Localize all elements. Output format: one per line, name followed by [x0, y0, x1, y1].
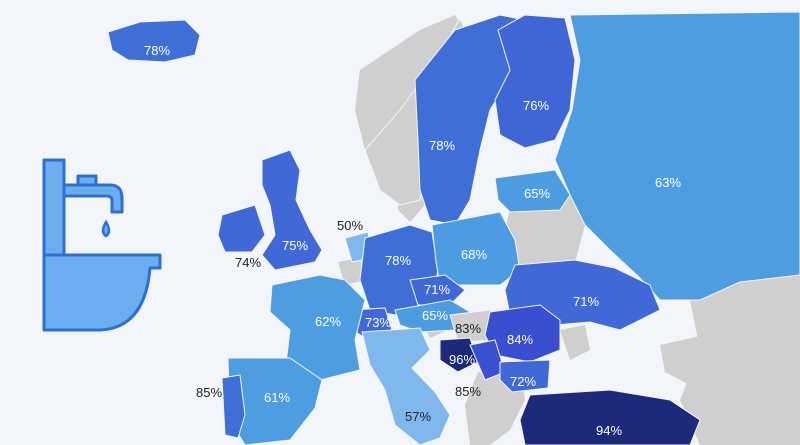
label-ukraine: 71%: [573, 294, 599, 309]
region-finland: [494, 14, 576, 149]
label-poland: 68%: [461, 247, 487, 262]
label-serbia: 85%: [455, 384, 481, 399]
label-ireland: 74%: [235, 255, 261, 270]
label-finland: 76%: [523, 98, 549, 113]
no-data-land-moldova-area: [560, 325, 590, 360]
label-sweden: 78%: [429, 138, 455, 153]
region-portugal: [221, 374, 246, 439]
label-russia: 63%: [655, 175, 681, 190]
label-uk: 75%: [282, 238, 308, 253]
label-bulgaria: 72%: [510, 374, 536, 389]
label-hungary: 83%: [455, 321, 481, 336]
region-czechia: [409, 274, 466, 306]
region-france: [269, 274, 366, 381]
label-spain: 61%: [264, 390, 290, 405]
label-baltics: 65%: [524, 186, 550, 201]
region-romania: [484, 304, 561, 363]
region-baltics: [494, 169, 571, 213]
region-iceland: [107, 19, 201, 63]
label-germany: 78%: [385, 253, 411, 268]
no-data-land-belarus: [505, 195, 585, 265]
label-italy: 57%: [405, 409, 431, 424]
region-turkey: [519, 389, 701, 445]
label-turkey: 94%: [596, 423, 622, 438]
label-czechia: 71%: [424, 282, 450, 297]
no-data-land-belgium: [338, 258, 365, 285]
no-data-land-east: [680, 270, 800, 445]
label-netherlands: 50%: [337, 218, 363, 233]
label-portugal: 85%: [196, 385, 222, 400]
label-austria: 65%: [422, 308, 448, 323]
label-iceland: 78%: [144, 43, 170, 58]
region-italy: [361, 327, 451, 445]
region-uk: [261, 149, 323, 271]
label-switzerland: 73%: [365, 315, 391, 330]
label-france: 62%: [315, 314, 341, 329]
label-bosnia: 96%: [449, 352, 475, 367]
region-bulgaria: [499, 359, 551, 393]
region-sweden: [414, 14, 526, 226]
region-ireland: [217, 204, 266, 253]
label-romania: 84%: [507, 332, 533, 347]
region-bosnia: [439, 337, 479, 373]
region-russia: [554, 11, 800, 301]
no-data-land-caucasus: [660, 335, 720, 385]
